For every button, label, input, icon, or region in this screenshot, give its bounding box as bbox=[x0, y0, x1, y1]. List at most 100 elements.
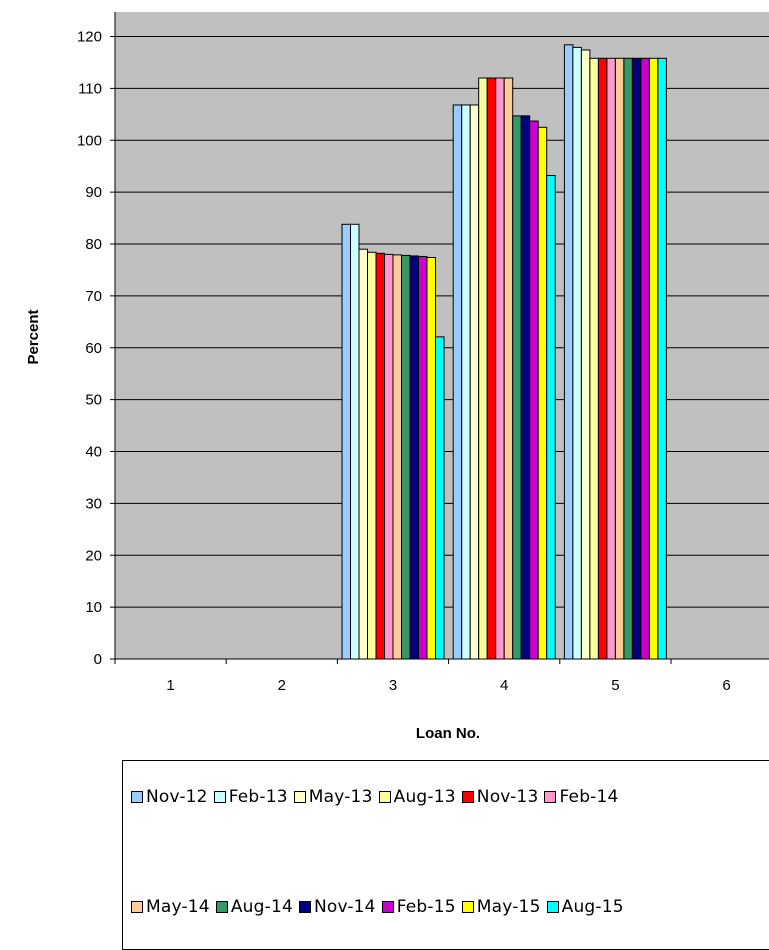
legend-item: May-13 bbox=[293, 787, 373, 807]
bar bbox=[563, 44, 574, 660]
legend-label: Feb-14 bbox=[559, 787, 619, 807]
bar bbox=[631, 57, 642, 660]
bar bbox=[341, 223, 351, 660]
legend-label: Aug-13 bbox=[393, 787, 456, 807]
bar bbox=[495, 77, 505, 660]
legend-row: May-14 Aug-14 Nov-14 Feb-15 May-15 Aug-15 bbox=[131, 897, 630, 918]
legend-label: Aug-15 bbox=[561, 897, 624, 917]
legend-row: Nov-12 Feb-13 May-13 Aug-13 Nov-13 Feb-14 bbox=[131, 787, 625, 808]
bar bbox=[606, 57, 616, 660]
bar bbox=[546, 175, 556, 660]
bar bbox=[503, 77, 514, 660]
bar bbox=[367, 251, 377, 660]
y-axis-title: Percent bbox=[25, 309, 42, 364]
x-tick-label: 5 bbox=[611, 677, 619, 694]
legend-item: Aug-13 bbox=[378, 787, 456, 807]
bar bbox=[597, 57, 608, 660]
y-tick-label: 10 bbox=[85, 599, 102, 616]
legend-label: Feb-13 bbox=[228, 787, 288, 807]
legend-item: Feb-15 bbox=[381, 897, 456, 917]
y-tick-label: 120 bbox=[77, 29, 102, 46]
y-tick-label: 100 bbox=[77, 132, 102, 149]
bar bbox=[461, 104, 471, 660]
legend-item: Feb-13 bbox=[213, 787, 288, 807]
bar bbox=[589, 57, 599, 660]
y-tick-label: 110 bbox=[78, 80, 102, 97]
legend-swatch bbox=[378, 791, 391, 803]
legend-swatch bbox=[546, 901, 559, 913]
y-tick-label: 40 bbox=[85, 444, 102, 461]
x-tick-label: 1 bbox=[166, 677, 174, 694]
bar bbox=[572, 46, 582, 660]
legend-swatch bbox=[293, 791, 306, 803]
x-tick-label: 3 bbox=[389, 677, 397, 694]
legend-label: May-13 bbox=[308, 787, 373, 807]
x-tick-label: 4 bbox=[500, 677, 508, 694]
legend-swatch bbox=[461, 791, 474, 803]
bar bbox=[350, 223, 360, 660]
bar bbox=[623, 57, 633, 660]
legend: Nov-12 Feb-13 May-13 Aug-13 Nov-13 Feb-14 May… bbox=[122, 760, 769, 950]
bar bbox=[384, 253, 394, 660]
legend-item: May-15 bbox=[461, 897, 541, 917]
bar bbox=[392, 254, 402, 660]
y-tick-label: 80 bbox=[85, 236, 102, 253]
bar bbox=[648, 57, 659, 660]
y-tick-label: 0 bbox=[94, 651, 102, 668]
y-tick-label: 60 bbox=[85, 340, 102, 357]
legend-swatch bbox=[131, 901, 143, 913]
legend-item: Aug-14 bbox=[215, 897, 293, 917]
bar bbox=[486, 77, 497, 660]
legend-label: May-15 bbox=[476, 897, 541, 917]
y-tick-label: 30 bbox=[85, 495, 102, 512]
bar-chart: 0 10 20 30 40 50 60 70 80 90 100 110 120 1 2 3 4 5 6 Perc… bbox=[25, 12, 769, 742]
legend-swatch bbox=[131, 791, 143, 803]
legend-item: Aug-15 bbox=[546, 897, 624, 917]
bar bbox=[537, 126, 548, 660]
legend-swatch bbox=[299, 901, 311, 913]
y-tick-label: 70 bbox=[85, 288, 102, 305]
legend-swatch bbox=[461, 901, 474, 913]
legend-swatch bbox=[381, 901, 394, 913]
bar bbox=[478, 77, 488, 660]
bar bbox=[358, 248, 368, 660]
bar bbox=[409, 255, 419, 660]
x-tick-label: 6 bbox=[722, 677, 730, 694]
legend-label: Nov-14 bbox=[314, 897, 376, 917]
legend-label: Aug-14 bbox=[230, 897, 293, 917]
bar bbox=[614, 57, 625, 660]
bar bbox=[580, 49, 591, 660]
bar bbox=[435, 336, 445, 660]
bar bbox=[418, 255, 428, 660]
bar bbox=[640, 57, 650, 660]
bar bbox=[520, 115, 531, 660]
x-tick-label: 2 bbox=[278, 677, 286, 694]
bar bbox=[375, 252, 385, 660]
bar bbox=[401, 254, 411, 660]
legend-item: Nov-13 bbox=[461, 787, 539, 807]
y-tick-label: 50 bbox=[85, 392, 102, 409]
legend-label: Feb-15 bbox=[396, 897, 456, 917]
legend-item: Nov-12 bbox=[131, 787, 208, 807]
bar bbox=[529, 120, 539, 660]
legend-label: Nov-12 bbox=[146, 787, 208, 807]
legend-label: May-14 bbox=[146, 897, 210, 917]
bar bbox=[657, 57, 667, 660]
legend-swatch bbox=[215, 901, 228, 913]
y-tick-label: 20 bbox=[85, 547, 102, 564]
axes bbox=[114, 12, 769, 664]
legend-swatch bbox=[213, 791, 226, 803]
bar bbox=[512, 115, 522, 660]
y-tick-label: 90 bbox=[85, 184, 102, 201]
x-axis-title: Loan No. bbox=[416, 725, 480, 742]
legend-label: Nov-13 bbox=[476, 787, 539, 807]
legend-item: Feb-14 bbox=[544, 787, 618, 807]
bar bbox=[426, 256, 436, 660]
y-tick-labels: 0 10 20 30 40 50 60 70 80 90 100 110 120 bbox=[77, 29, 102, 669]
legend-item: Nov-14 bbox=[299, 897, 376, 917]
bar bbox=[469, 104, 480, 660]
bar bbox=[452, 104, 463, 660]
legend-item: May-14 bbox=[131, 897, 210, 917]
x-tick-labels: 1 2 3 4 5 6 bbox=[166, 677, 730, 694]
legend-swatch bbox=[544, 791, 557, 803]
